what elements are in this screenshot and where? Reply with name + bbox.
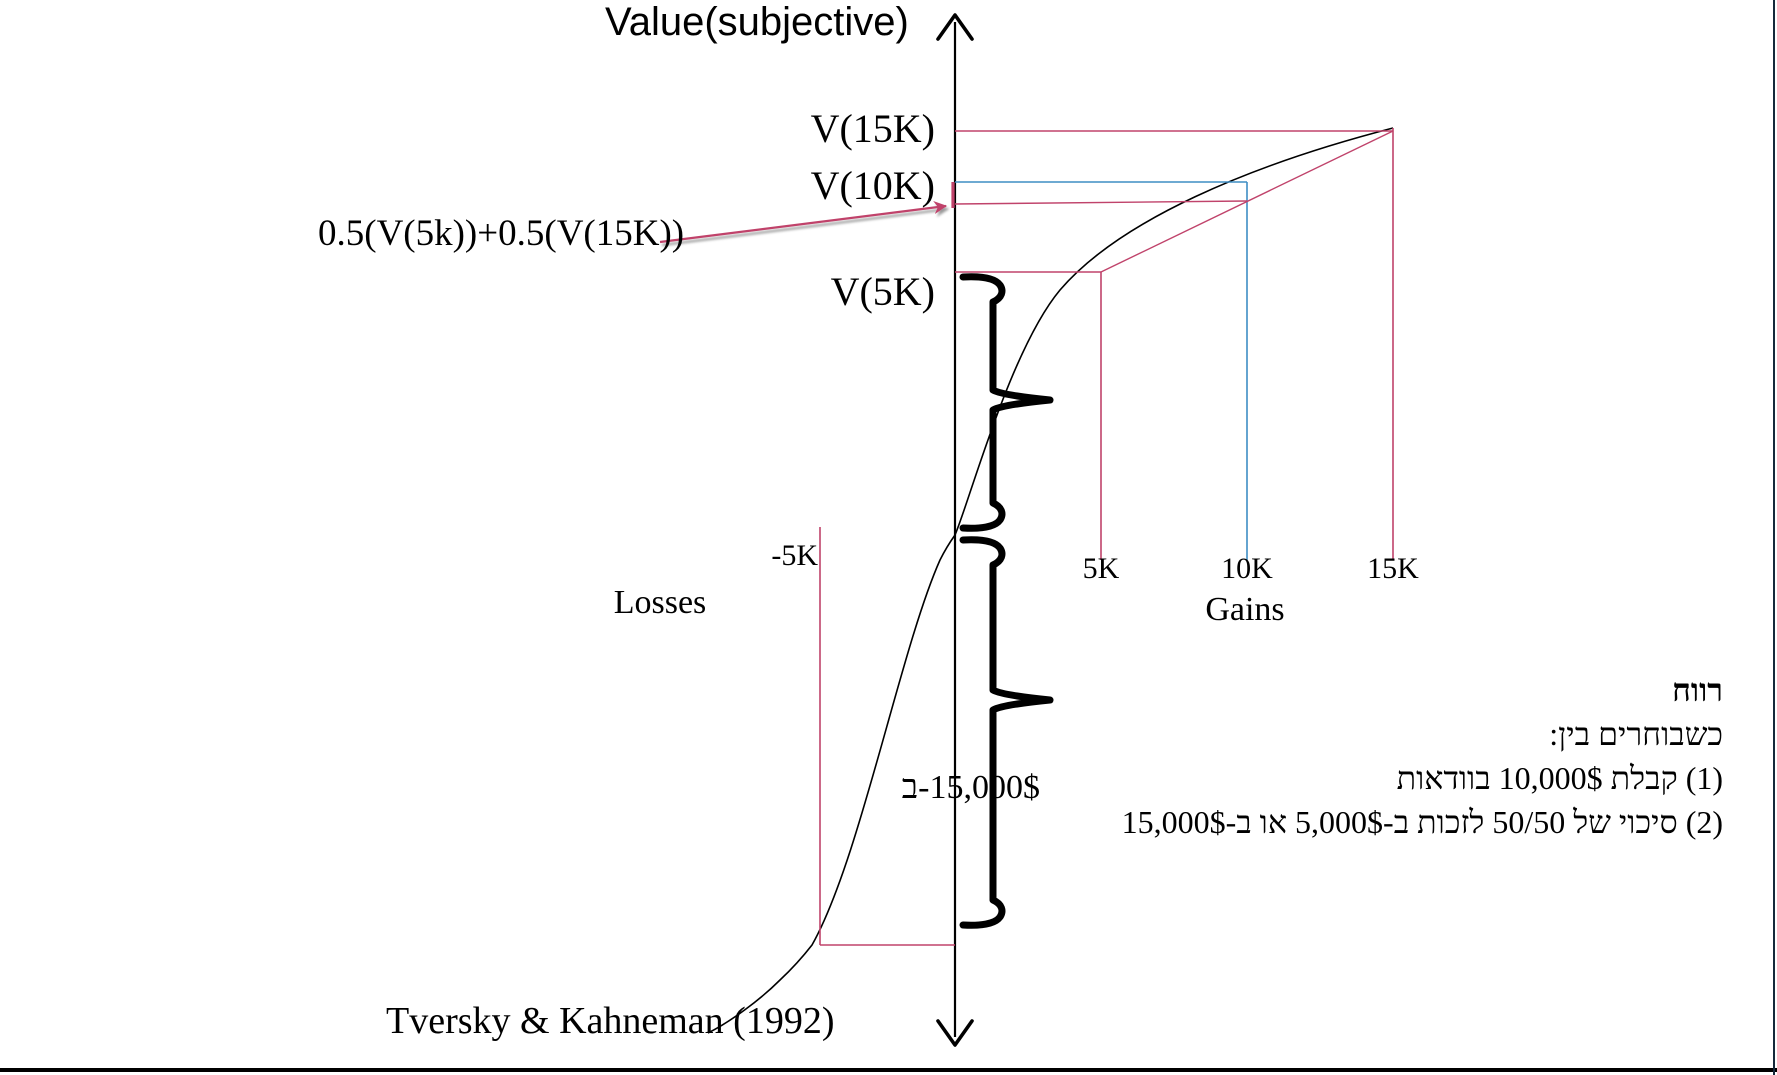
svg-text:0.5(V(5k))+0.5(V(15K)): 0.5(V(5k))+0.5(V(15K)): [318, 213, 684, 254]
svg-text:Value(subjective): Value(subjective): [605, 0, 909, 44]
svg-text:Tversky & Kahneman (1992): Tversky & Kahneman (1992): [386, 1000, 835, 1042]
svg-text:Losses: Losses: [614, 584, 707, 621]
svg-text:Gains: Gains: [1205, 591, 1284, 628]
svg-text:15,000$-ב: 15,000$-ב: [902, 769, 1040, 806]
svg-text:V(15K): V(15K): [811, 106, 935, 151]
svg-text:10K: 10K: [1221, 552, 1273, 585]
svg-text:5K: 5K: [1083, 552, 1120, 585]
svg-text:V(5K): V(5K): [831, 269, 935, 314]
svg-text:V(10K): V(10K): [811, 163, 935, 208]
svg-text:-5K: -5K: [771, 539, 818, 572]
svg-text:15K: 15K: [1367, 552, 1419, 585]
